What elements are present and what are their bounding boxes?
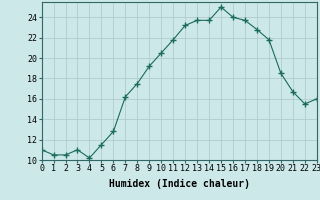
X-axis label: Humidex (Indice chaleur): Humidex (Indice chaleur) [109, 179, 250, 189]
